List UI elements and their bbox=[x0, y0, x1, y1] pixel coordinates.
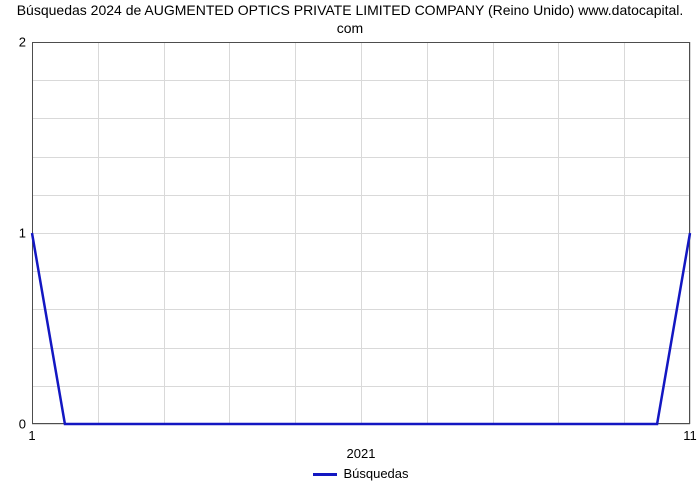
legend-swatch bbox=[313, 473, 337, 476]
plot-area: 012 111 2021 Búsquedas bbox=[32, 42, 690, 424]
y-tick-label: 1 bbox=[19, 226, 32, 241]
series-busquedas bbox=[32, 233, 690, 424]
line-layer bbox=[32, 42, 690, 424]
y-tick-label: 2 bbox=[19, 35, 32, 50]
legend: Búsquedas bbox=[32, 424, 690, 481]
chart-container: Búsquedas 2024 de AUGMENTED OPTICS PRIVA… bbox=[0, 0, 700, 500]
chart-title: Búsquedas 2024 de AUGMENTED OPTICS PRIVA… bbox=[0, 2, 700, 37]
legend-label: Búsquedas bbox=[343, 466, 408, 481]
